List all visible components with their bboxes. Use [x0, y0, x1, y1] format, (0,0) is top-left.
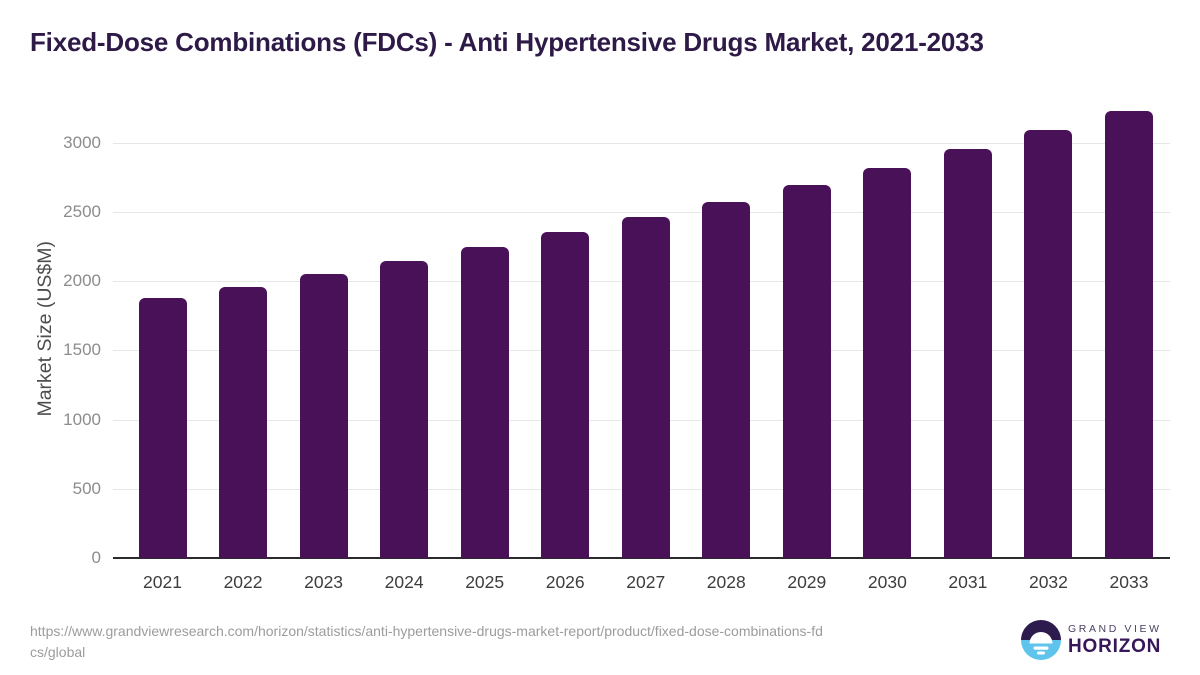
x-tick-label: 2027 [626, 572, 666, 592]
bar-2029 [782, 184, 831, 558]
x-tick-label: 2032 [1028, 572, 1068, 592]
x-tick-label: 2023 [304, 572, 344, 592]
x-tick-label: 2029 [787, 572, 827, 592]
source-url-line-2: cs/global [30, 644, 86, 660]
page-title: Fixed-Dose Combinations (FDCs) - Anti Hy… [30, 27, 984, 57]
bar-2022 [219, 286, 268, 558]
bar-2023 [299, 273, 348, 558]
x-tick-label: 2031 [948, 572, 988, 592]
bar-2033 [1104, 111, 1153, 558]
bar-2027 [621, 217, 670, 558]
x-axis-line [113, 557, 1170, 559]
source-url-line-1: https://www.grandviewresearch.com/horizo… [30, 623, 823, 639]
logo-text: GRAND VIEW HORIZON [1068, 623, 1162, 658]
y-tick-label: 1500 [63, 340, 101, 360]
x-tick-label: 2022 [223, 572, 263, 592]
logo-text-horizon: HORIZON [1068, 635, 1162, 657]
gridline [113, 142, 1170, 144]
x-tick-label: 2033 [1109, 572, 1149, 592]
logo-text-grand-view: GRAND VIEW [1068, 622, 1162, 635]
brand-logo: GRAND VIEW HORIZON [1021, 620, 1162, 660]
y-tick-label: 500 [72, 478, 101, 498]
bar-2025 [460, 246, 509, 558]
bar-2028 [702, 201, 751, 558]
gridline [113, 212, 1170, 214]
x-tick-label: 2021 [143, 572, 182, 592]
x-tick-label: 2030 [867, 572, 907, 592]
x-tick-label: 2024 [384, 572, 424, 592]
bar-2032 [1024, 130, 1073, 558]
source-url: https://www.grandviewresearch.com/horizo… [30, 621, 990, 663]
y-tick-label: 0 [91, 548, 101, 567]
y-tick-label: 3000 [63, 132, 101, 152]
bar-2026 [541, 232, 590, 558]
horizon-sun-icon [1021, 620, 1061, 660]
x-tick-label: 2025 [465, 572, 505, 592]
y-tick-label: 2000 [63, 271, 101, 291]
bar-2031 [943, 148, 992, 558]
plot-area: 0 500 1000 1500 2000 2500 3000 2021 2022 2023 2024… [63, 100, 1170, 592]
bar-2030 [863, 167, 912, 558]
bar-2024 [380, 260, 429, 558]
y-tick-label: 2500 [63, 202, 101, 222]
bar-2021 [138, 298, 187, 558]
x-tick-label: 2028 [706, 572, 746, 592]
y-tick-label: 1000 [63, 409, 101, 429]
x-tick-label: 2026 [545, 572, 585, 592]
